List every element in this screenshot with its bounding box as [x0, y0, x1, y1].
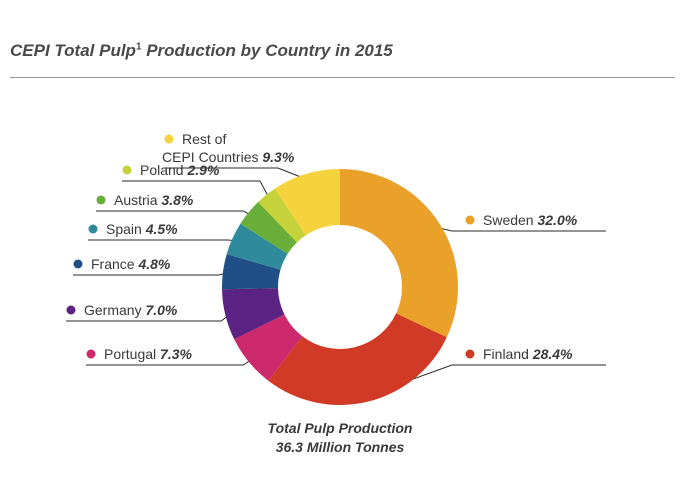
legend-dot-finland	[465, 349, 475, 359]
label-portugal: Portugal 7.3%	[104, 346, 193, 362]
legend-dot-poland	[122, 165, 132, 175]
label-finland: Finland 28.4%	[483, 346, 573, 362]
label-sweden: Sweden 32.0%	[483, 212, 578, 228]
slice-sweden	[340, 169, 458, 338]
slice-austria	[240, 202, 297, 254]
label-poland: Poland 2.9%	[140, 162, 220, 178]
leader-line-austria	[96, 210, 254, 217]
slice-germany	[222, 288, 285, 340]
label-germany: Germany 7.0%	[84, 302, 178, 318]
legend-dot-austria	[96, 195, 106, 205]
slice-spain	[226, 223, 288, 270]
legend-dot-spain	[88, 224, 98, 234]
slice-poland	[258, 188, 306, 243]
leader-line-france	[73, 271, 230, 276]
label-austria: Austria 3.8%	[114, 192, 194, 208]
slice-portugal	[234, 314, 303, 381]
legend-dot-france	[73, 259, 83, 269]
legend-dot-rest-of-cepi-countries	[164, 134, 174, 144]
slice-rest-of-cepi-countries	[274, 169, 340, 236]
slice-finland	[268, 313, 447, 405]
total-value: 36.3 Million Tonnes	[276, 439, 405, 455]
slice-france	[222, 254, 281, 290]
legend-dot-sweden	[465, 215, 475, 225]
label-france: France 4.8%	[91, 256, 171, 272]
leader-line-rest-of-cepi-countries	[164, 167, 308, 181]
leader-line-spain	[88, 239, 238, 242]
label-rest-of-cepi-countries: Rest of CEPI Countries 9.3%	[162, 131, 295, 165]
title-divider	[10, 77, 675, 78]
legend-dot-portugal	[86, 349, 96, 359]
leader-line-poland	[122, 180, 271, 200]
total-label: Total Pulp Production	[268, 420, 413, 436]
legend-dot-germany	[66, 305, 76, 315]
chart-title: CEPI Total Pulp1 Production by Country i…	[10, 41, 393, 60]
label-spain: Spain 4.5%	[106, 221, 178, 237]
